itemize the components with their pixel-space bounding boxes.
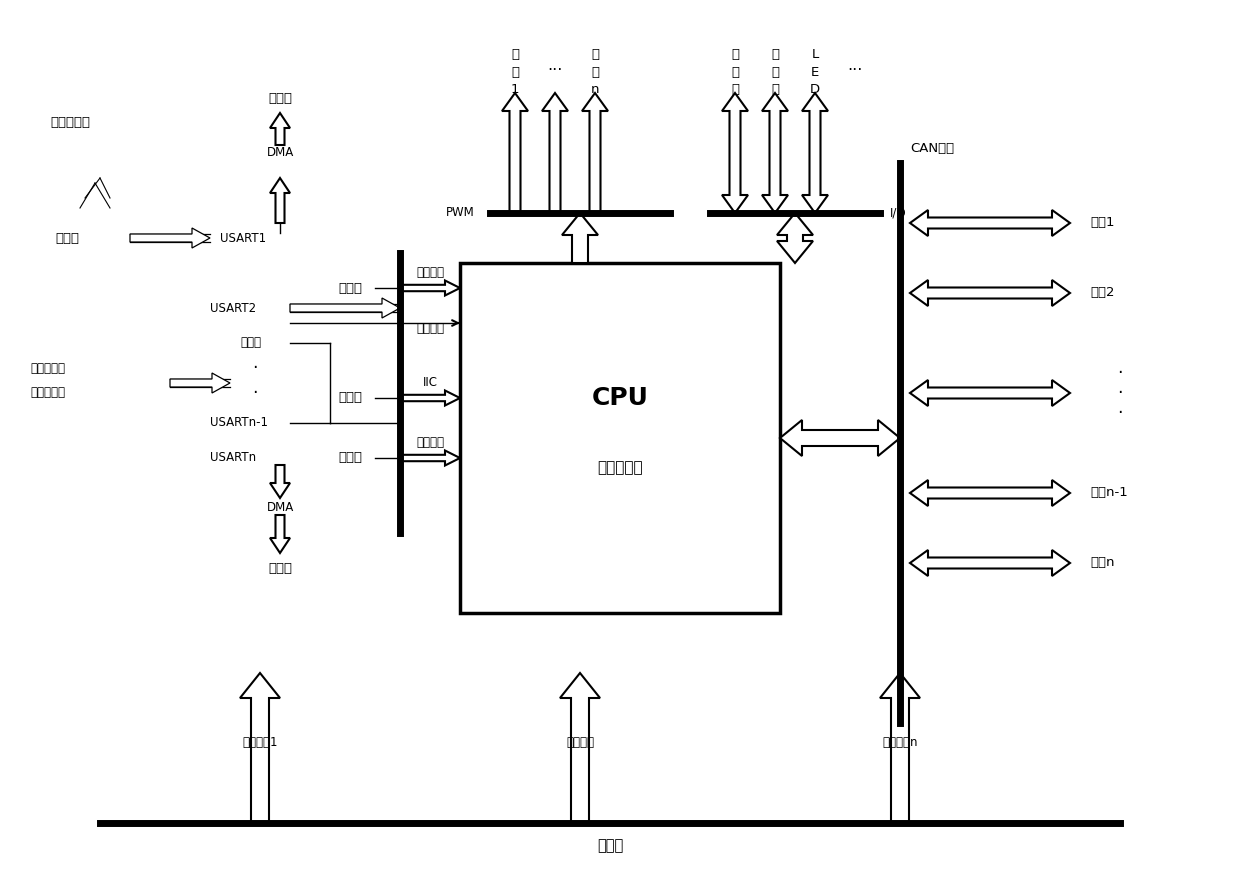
Text: n: n bbox=[590, 82, 599, 96]
Text: E: E bbox=[811, 65, 820, 79]
Polygon shape bbox=[880, 673, 920, 823]
Polygon shape bbox=[910, 480, 1070, 506]
Text: 光: 光 bbox=[771, 48, 779, 62]
Polygon shape bbox=[270, 465, 290, 498]
Polygon shape bbox=[542, 93, 568, 213]
Polygon shape bbox=[780, 420, 900, 456]
Polygon shape bbox=[910, 550, 1070, 576]
Polygon shape bbox=[582, 93, 608, 213]
Polygon shape bbox=[910, 380, 1070, 406]
Text: 阀: 阀 bbox=[732, 82, 739, 96]
Text: I/O: I/O bbox=[890, 206, 906, 220]
Text: 机: 机 bbox=[591, 65, 599, 79]
Text: 存储器: 存储器 bbox=[339, 452, 362, 464]
Polygon shape bbox=[910, 210, 1070, 236]
Text: CAN总线: CAN总线 bbox=[910, 141, 954, 154]
Text: ·: · bbox=[252, 384, 258, 402]
Text: USARTn: USARTn bbox=[210, 452, 257, 464]
Text: L: L bbox=[811, 48, 818, 62]
Polygon shape bbox=[560, 673, 600, 823]
FancyBboxPatch shape bbox=[460, 263, 780, 613]
Text: USART2: USART2 bbox=[210, 302, 257, 314]
Text: 视觉、红外: 视觉、红外 bbox=[30, 362, 64, 374]
Text: CPU: CPU bbox=[591, 386, 649, 410]
Polygon shape bbox=[502, 93, 528, 213]
Polygon shape bbox=[910, 280, 1070, 306]
Text: 存储器: 存储器 bbox=[268, 562, 291, 574]
Polygon shape bbox=[401, 280, 460, 296]
Polygon shape bbox=[562, 213, 598, 263]
Text: 存储器: 存储器 bbox=[268, 91, 291, 104]
Text: 读取数据: 读取数据 bbox=[415, 437, 444, 449]
Text: 工控机: 工控机 bbox=[241, 337, 260, 349]
Text: 读取数据: 读取数据 bbox=[415, 266, 444, 280]
Text: 电机2: 电机2 bbox=[1090, 287, 1115, 299]
Text: 分频系数: 分频系数 bbox=[565, 737, 594, 749]
Text: 陀螺仪: 陀螺仪 bbox=[339, 391, 362, 405]
Text: 电机1: 电机1 bbox=[1090, 216, 1115, 230]
Text: 电机n-1: 电机n-1 bbox=[1090, 487, 1127, 499]
Text: IIC: IIC bbox=[423, 377, 438, 389]
Polygon shape bbox=[401, 390, 460, 405]
Text: 接收机: 接收机 bbox=[55, 231, 79, 245]
Text: 磁: 磁 bbox=[732, 65, 739, 79]
Text: 门: 门 bbox=[771, 82, 779, 96]
Polygon shape bbox=[241, 673, 280, 823]
Text: 舵: 舵 bbox=[511, 48, 520, 62]
Text: 下载程序: 下载程序 bbox=[415, 321, 444, 335]
Text: ·: · bbox=[1117, 384, 1122, 402]
Text: （主程序）: （主程序） bbox=[598, 461, 642, 475]
Text: DMA: DMA bbox=[267, 146, 294, 160]
Polygon shape bbox=[170, 373, 229, 393]
Text: USART1: USART1 bbox=[219, 231, 267, 245]
Text: 机: 机 bbox=[511, 65, 520, 79]
Polygon shape bbox=[401, 450, 460, 465]
Text: 存储器: 存储器 bbox=[339, 281, 362, 295]
Text: ···: ··· bbox=[547, 63, 563, 78]
Text: 等检测设备: 等检测设备 bbox=[30, 387, 64, 399]
Text: 舵: 舵 bbox=[591, 48, 599, 62]
Text: ·: · bbox=[252, 359, 258, 377]
Polygon shape bbox=[763, 93, 787, 213]
Text: 1: 1 bbox=[511, 82, 520, 96]
Text: ·: · bbox=[1117, 364, 1122, 382]
Text: ·: · bbox=[1117, 404, 1122, 422]
Text: 分频系数n: 分频系数n bbox=[882, 737, 918, 749]
Polygon shape bbox=[777, 213, 813, 263]
Polygon shape bbox=[270, 178, 290, 223]
Text: USARTn-1: USARTn-1 bbox=[210, 416, 268, 430]
Text: PWM: PWM bbox=[446, 206, 475, 220]
Text: 遥控发射机: 遥控发射机 bbox=[50, 116, 91, 129]
Polygon shape bbox=[270, 113, 290, 145]
Polygon shape bbox=[802, 93, 828, 213]
Polygon shape bbox=[290, 298, 401, 318]
Polygon shape bbox=[130, 228, 210, 248]
Polygon shape bbox=[722, 93, 748, 213]
Text: DMA: DMA bbox=[267, 502, 294, 514]
Text: D: D bbox=[810, 82, 820, 96]
Text: ···: ··· bbox=[847, 63, 863, 78]
Text: 电机n: 电机n bbox=[1090, 556, 1115, 570]
Text: 电: 电 bbox=[771, 65, 779, 79]
Polygon shape bbox=[270, 515, 290, 553]
Text: 分频系攷1: 分频系攷1 bbox=[242, 737, 278, 749]
Text: 时钟树: 时钟树 bbox=[596, 839, 624, 854]
Text: 电: 电 bbox=[732, 48, 739, 62]
